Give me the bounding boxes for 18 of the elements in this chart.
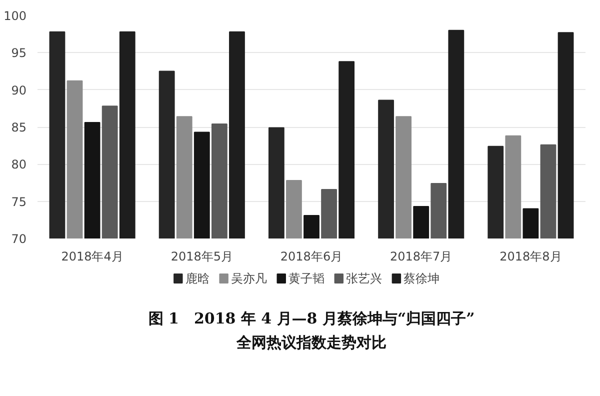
legend-label: 蔡徐坤 xyxy=(404,272,440,286)
legend-label: 鹿晗 xyxy=(185,272,210,286)
y-tick-label: 95 xyxy=(11,46,27,60)
x-tick-label: 2018年7月 xyxy=(390,250,452,264)
y-tick-label: 80 xyxy=(11,158,27,172)
y-tick-label: 75 xyxy=(11,194,27,209)
y-tick-label: 85 xyxy=(11,120,27,134)
y-tick-label: 100 xyxy=(4,9,26,23)
text: 图 1 2018 年 4 月—8 月蔡徐坤与“归国四子” 全网热议指数走势对比 xyxy=(148,310,475,352)
x-tick-label: 2018年6月 xyxy=(280,250,343,264)
legend-label: 张艺兴 xyxy=(346,272,382,286)
x-tick-label: 2018年5月 xyxy=(170,250,233,264)
x-tick-label: 2018年8月 xyxy=(500,250,562,264)
x-tick-label: 2018年4月 xyxy=(61,250,124,264)
y-tick-label: 90 xyxy=(11,83,27,98)
y-tick-label: 70 xyxy=(11,232,27,246)
legend-label: 黄子韬 xyxy=(288,272,325,286)
legend-label: 吴亦凡 xyxy=(231,272,268,286)
